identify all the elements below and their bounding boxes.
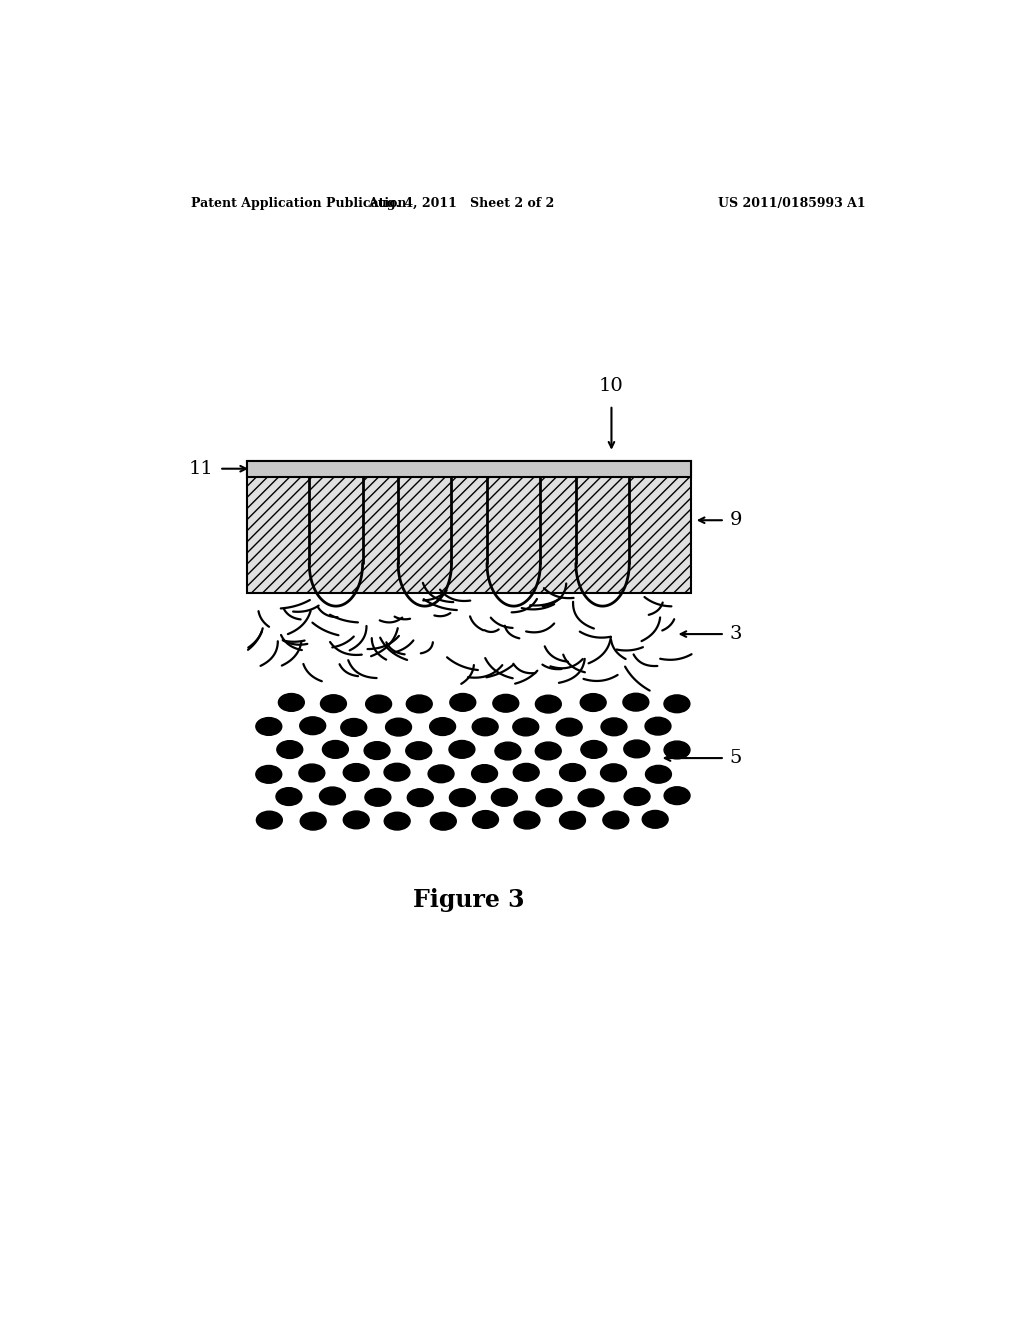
Text: 10: 10 [599,376,624,395]
Ellipse shape [430,718,456,735]
Ellipse shape [300,717,326,735]
Ellipse shape [581,693,606,711]
Ellipse shape [450,693,476,711]
Ellipse shape [472,810,499,829]
Text: Aug. 4, 2011   Sheet 2 of 2: Aug. 4, 2011 Sheet 2 of 2 [369,197,554,210]
Text: Patent Application Publication: Patent Application Publication [191,197,407,210]
Ellipse shape [366,696,391,713]
Text: US 2011/0185993 A1: US 2011/0185993 A1 [719,197,866,210]
Ellipse shape [623,693,649,711]
Ellipse shape [472,764,498,783]
Ellipse shape [495,742,521,760]
Ellipse shape [624,741,649,758]
Text: 5: 5 [729,748,742,767]
Ellipse shape [472,718,498,735]
Ellipse shape [665,741,690,759]
Ellipse shape [664,694,690,713]
Ellipse shape [384,812,411,830]
Ellipse shape [343,810,370,829]
Ellipse shape [645,766,672,783]
Text: 11: 11 [189,459,214,478]
Bar [247,461,691,593]
Ellipse shape [323,741,348,758]
Ellipse shape [513,763,540,781]
Ellipse shape [603,810,629,829]
Ellipse shape [407,696,432,713]
Ellipse shape [642,810,668,828]
Ellipse shape [493,694,519,713]
Text: 9: 9 [729,511,742,529]
Ellipse shape [406,742,432,759]
Ellipse shape [256,812,283,829]
Ellipse shape [450,789,475,807]
Text: Figure 3: Figure 3 [414,887,525,912]
Ellipse shape [449,741,475,758]
Ellipse shape [341,718,367,737]
Ellipse shape [300,812,326,830]
Ellipse shape [559,763,586,781]
Ellipse shape [645,717,671,735]
Ellipse shape [559,812,586,829]
Ellipse shape [299,764,325,781]
Ellipse shape [556,718,582,737]
Ellipse shape [536,696,561,713]
Ellipse shape [514,812,540,829]
Ellipse shape [343,763,369,781]
Ellipse shape [492,788,517,807]
Ellipse shape [430,812,457,830]
Ellipse shape [536,789,562,807]
Ellipse shape [386,718,412,737]
Ellipse shape [601,718,627,735]
Text: 3: 3 [729,626,742,643]
Ellipse shape [256,766,282,783]
Ellipse shape [625,788,650,805]
Ellipse shape [279,693,304,711]
Ellipse shape [513,718,539,735]
Ellipse shape [600,764,627,781]
Ellipse shape [276,788,302,805]
Ellipse shape [276,741,303,759]
Ellipse shape [579,789,604,807]
Bar [247,461,691,477]
Ellipse shape [408,789,433,807]
Ellipse shape [536,742,561,760]
Bar [247,461,691,593]
Ellipse shape [319,787,345,805]
Ellipse shape [365,742,390,759]
Ellipse shape [428,766,454,783]
Ellipse shape [665,787,690,805]
Ellipse shape [581,741,607,758]
Ellipse shape [256,718,282,735]
Ellipse shape [321,694,346,713]
Ellipse shape [365,788,391,807]
Ellipse shape [384,763,410,781]
